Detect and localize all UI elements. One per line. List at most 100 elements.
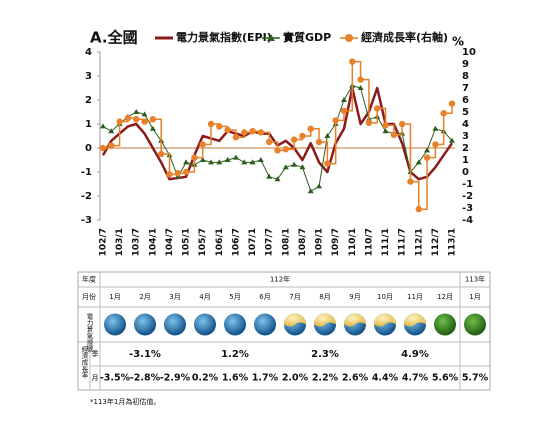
growth-point bbox=[448, 100, 456, 107]
x-tick-label: 112/1 bbox=[414, 228, 424, 256]
legend-marker bbox=[267, 34, 275, 41]
growth-step-line bbox=[103, 60, 453, 210]
signal-light bbox=[464, 313, 486, 336]
growth-point bbox=[199, 141, 206, 148]
signal-light bbox=[374, 313, 396, 327]
monthly-growth: 2.6% bbox=[342, 373, 369, 384]
table-frame bbox=[77, 271, 491, 391]
month-label: 5月 bbox=[229, 293, 240, 301]
monthly-growth: 2.0% bbox=[282, 373, 309, 384]
growth-point bbox=[157, 150, 165, 158]
x-tick-label: 103/7 bbox=[132, 228, 142, 256]
month-label: 4月 bbox=[199, 293, 210, 301]
growth-point bbox=[324, 160, 331, 167]
gdp-marker bbox=[274, 176, 281, 182]
month-label: 12月 bbox=[437, 293, 453, 301]
gdp-marker bbox=[449, 137, 455, 143]
growth-point bbox=[216, 123, 223, 130]
x-tick-label: 105/7 bbox=[198, 228, 208, 256]
growth-point bbox=[332, 117, 339, 124]
signal-light bbox=[434, 313, 456, 336]
gdp-marker bbox=[208, 159, 215, 165]
x-tick-label: 105/1 bbox=[182, 228, 192, 256]
gdp-marker bbox=[432, 125, 439, 131]
x-tick-label: 106/1 bbox=[215, 228, 225, 256]
monthly-growth: 5.6% bbox=[432, 373, 459, 384]
monthly-growth: 0.2% bbox=[192, 373, 219, 384]
gdp-marker bbox=[224, 157, 231, 162]
growth-point bbox=[365, 119, 373, 127]
signal-light bbox=[194, 313, 216, 336]
growth-point bbox=[390, 131, 398, 138]
x-tick-label: 110/1 bbox=[348, 228, 358, 256]
signal-light bbox=[134, 313, 156, 336]
x-tick-label: 109/7 bbox=[331, 228, 341, 256]
y2-tick-label: -1 bbox=[462, 179, 473, 190]
growth-point bbox=[315, 138, 323, 146]
gdp-marker bbox=[133, 109, 140, 114]
y-tick-label: 3 bbox=[85, 71, 92, 82]
gdp-marker bbox=[282, 164, 289, 170]
quarterly-growth: 2.3% bbox=[311, 349, 339, 360]
table-header: 113年 bbox=[465, 275, 485, 284]
gdp-marker bbox=[340, 97, 347, 102]
y2-tick-label: -2 bbox=[462, 191, 473, 202]
growth-point bbox=[307, 125, 314, 132]
gdp-marker bbox=[100, 123, 106, 129]
growth-point bbox=[290, 136, 298, 143]
x-tick-label: 106/7 bbox=[231, 228, 241, 256]
gdp-marker bbox=[357, 85, 364, 90]
growth-point bbox=[241, 129, 248, 136]
footnote: *113年1月為初估值。 bbox=[90, 397, 160, 406]
y2-tick-label: 0 bbox=[462, 167, 469, 178]
x-tick-label: 107/1 bbox=[248, 228, 258, 256]
gdp-marker bbox=[299, 164, 306, 170]
growth-point bbox=[191, 154, 198, 161]
row-label: 月 bbox=[92, 374, 99, 382]
gdp-marker bbox=[241, 159, 248, 165]
y-tick-label: 4 bbox=[85, 47, 92, 58]
y2-tick-label: 8 bbox=[462, 71, 469, 82]
gdp-marker bbox=[199, 157, 206, 162]
y2-tick-label: -3 bbox=[462, 203, 473, 214]
signal-light bbox=[314, 313, 336, 327]
growth-point bbox=[407, 178, 414, 185]
x-tick-label: 104/1 bbox=[148, 228, 158, 256]
growth-point bbox=[299, 132, 306, 140]
month-label: 2月 bbox=[139, 293, 150, 301]
growth-point bbox=[232, 134, 240, 141]
growth-point bbox=[207, 120, 215, 128]
month-label: 9月 bbox=[349, 293, 360, 301]
table-header: 月份 bbox=[82, 292, 96, 301]
row-label: 經濟成長率 bbox=[80, 345, 88, 380]
monthly-growth: -2.8% bbox=[130, 373, 161, 384]
growth-point bbox=[357, 76, 364, 83]
y-tick-label: -1 bbox=[81, 167, 92, 178]
gdp-marker bbox=[291, 161, 298, 167]
gdp-marker bbox=[382, 128, 389, 134]
growth-point bbox=[249, 128, 256, 135]
monthly-growth: -3.5% bbox=[100, 373, 131, 384]
quarterly-growth: 4.9% bbox=[401, 349, 429, 360]
growth-point bbox=[166, 171, 173, 178]
x-tick-label: 109/1 bbox=[315, 228, 325, 256]
month-label: 7月 bbox=[289, 293, 300, 301]
signal-light bbox=[164, 313, 186, 336]
y2-tick-label: 1 bbox=[462, 155, 469, 166]
gdp-marker bbox=[141, 111, 148, 117]
chart-title: A.全國 bbox=[90, 29, 138, 47]
monthly-growth: 2.2% bbox=[312, 373, 339, 384]
y2-axis-label: % bbox=[452, 35, 464, 49]
x-tick-label: 108/7 bbox=[298, 228, 308, 256]
y2-tick-label: -4 bbox=[462, 215, 473, 226]
gdp-marker bbox=[316, 183, 323, 189]
gdp-marker bbox=[216, 159, 223, 165]
growth-point bbox=[174, 170, 181, 177]
x-tick-label: 112/7 bbox=[431, 228, 441, 256]
y-tick-label: -2 bbox=[81, 191, 92, 202]
growth-point bbox=[141, 118, 148, 125]
growth-point bbox=[423, 154, 431, 161]
y-tick-label: 1 bbox=[85, 119, 92, 130]
month-label: 11月 bbox=[407, 293, 423, 301]
growth-point bbox=[99, 144, 107, 152]
